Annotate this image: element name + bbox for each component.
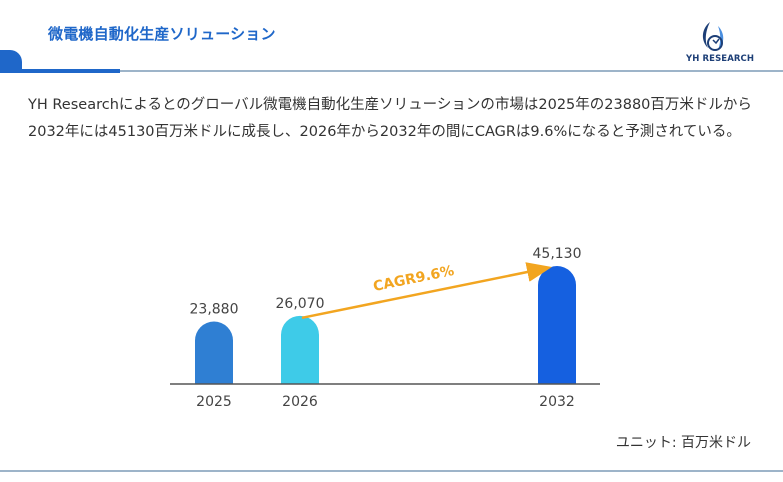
- page-title: 微電機自動化生産ソリューション: [48, 25, 276, 43]
- title-underline: [0, 69, 120, 73]
- value-label-2025: 23,880: [190, 302, 239, 318]
- value-label-2032: 45,130: [533, 246, 582, 262]
- yh-research-logo-icon: [702, 22, 724, 51]
- value-label-2026: 26,070: [276, 296, 325, 312]
- x-tick-label-2025: 2025: [196, 394, 232, 410]
- header-divider: [120, 70, 783, 72]
- cagr-arrow: [301, 262, 552, 320]
- title-accent-bar: [0, 50, 22, 70]
- footer-divider: [0, 470, 783, 472]
- x-tick-label-2032: 2032: [539, 394, 575, 410]
- bar-2032: [538, 266, 576, 384]
- unit-label: ユニット: 百万米ドル: [615, 435, 751, 451]
- summary-text: YH Researchによるとのグローバル微電機自動化生産ソリューションの市場は…: [28, 97, 752, 140]
- x-tick-label-2026: 2026: [282, 394, 318, 410]
- bar-2025: [195, 321, 233, 384]
- bar-2026: [281, 315, 319, 384]
- logo-text: YH RESEARCH: [686, 54, 755, 64]
